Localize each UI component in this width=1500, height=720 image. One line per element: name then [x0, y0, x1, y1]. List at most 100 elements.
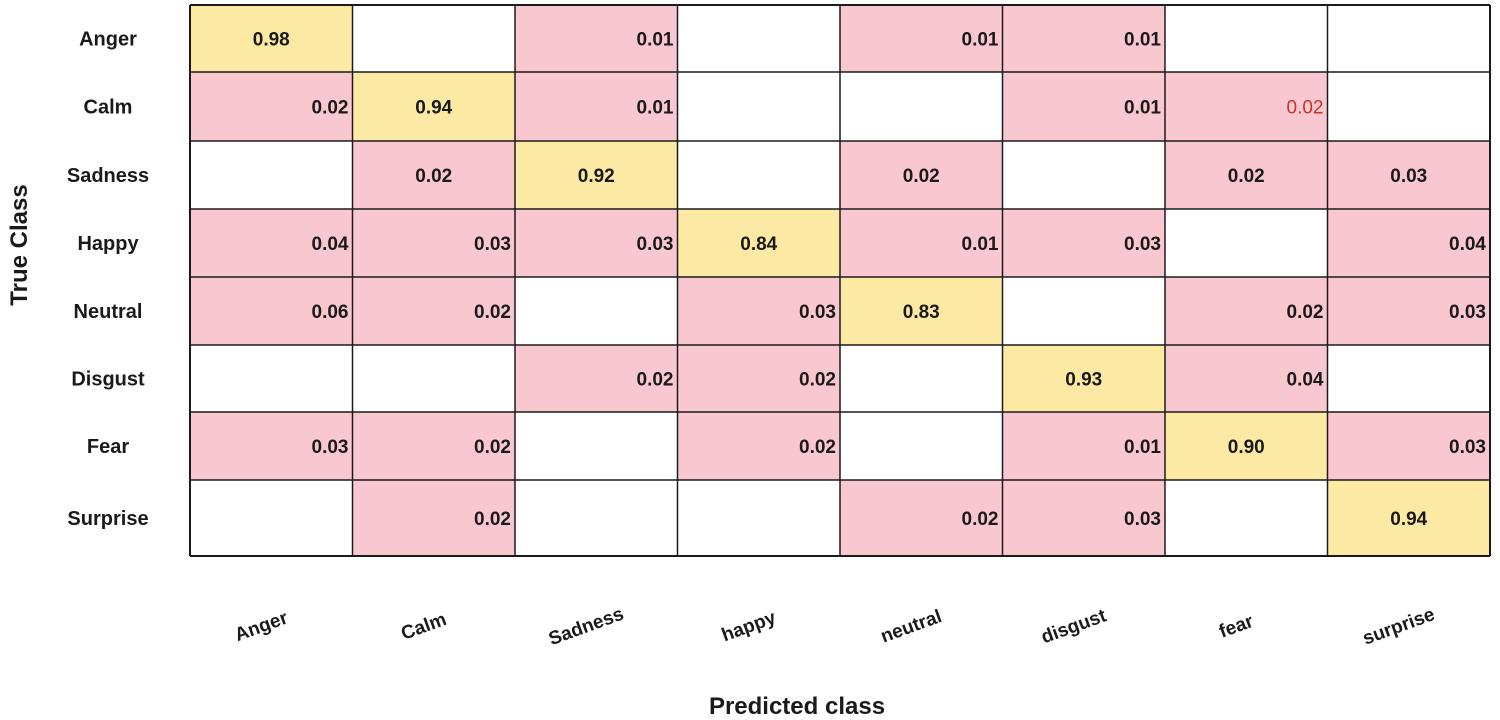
cell-value: 0.06	[312, 302, 349, 323]
cell-value: 0.03	[637, 234, 674, 255]
cell-value: 0.02	[1228, 166, 1265, 187]
cell-value: 0.04	[312, 234, 349, 255]
heatmap-cell	[677, 5, 840, 72]
heatmap-cell	[677, 412, 840, 480]
row-label-neutral: Neutral	[74, 301, 143, 323]
heatmap-cell	[1165, 345, 1328, 412]
heatmap-cell	[190, 480, 353, 556]
heatmap-cell	[840, 480, 1003, 556]
heatmap-cell	[352, 141, 515, 209]
cell-value: 0.90	[1228, 437, 1265, 458]
row-label-fear: Fear	[87, 436, 129, 458]
cell-value: 0.02	[415, 166, 452, 187]
grid-layer	[189, 4, 1491, 557]
cell-value: 0.92	[578, 166, 615, 187]
heatmap-cell	[190, 5, 353, 72]
heatmap-cell	[840, 412, 1003, 480]
cell-value: 0.01	[637, 98, 674, 119]
cell-value: 0.03	[1449, 437, 1486, 458]
heatmap-cell	[677, 141, 840, 209]
row-label-happy: Happy	[77, 233, 139, 255]
cell-value: 0.04	[1287, 370, 1324, 391]
cell-value: 0.94	[1390, 509, 1427, 530]
heatmap-cell	[190, 209, 353, 277]
cell-value: 0.94	[415, 98, 452, 119]
heatmap-cell	[352, 345, 515, 412]
heatmap-cell	[352, 412, 515, 480]
heatmap-cell	[840, 209, 1003, 277]
row-label-disgust: Disgust	[71, 369, 145, 391]
cell-value: 0.03	[312, 437, 349, 458]
column-label-neutral: neutral	[878, 606, 945, 647]
heatmap-cell	[677, 345, 840, 412]
heatmap-cell	[1002, 141, 1165, 209]
heatmap-cell	[840, 72, 1003, 141]
cell-value: 0.03	[1390, 166, 1427, 187]
cell-value: 0.84	[740, 234, 777, 255]
heatmap-cell	[352, 277, 515, 345]
heatmap-cell	[1165, 277, 1328, 345]
heatmap-cell	[1002, 5, 1165, 72]
y-axis-title: True Class	[6, 184, 33, 305]
heatmap-cell	[1002, 209, 1165, 277]
row-label-sadness: Sadness	[67, 165, 149, 187]
heatmap-cell	[352, 5, 515, 72]
heatmap-cell	[515, 141, 678, 209]
heatmap-cell	[1327, 412, 1490, 480]
heatmap-cell	[1002, 480, 1165, 556]
cell-value: 0.02	[474, 509, 511, 530]
heatmap-cell	[840, 5, 1003, 72]
column-label-surprise: surprise	[1360, 604, 1438, 649]
heatmap-cell	[190, 277, 353, 345]
cell-value: 0.02	[799, 370, 836, 391]
cell-value: 0.01	[1124, 437, 1161, 458]
heatmap-cell	[840, 345, 1003, 412]
cell-value: 0.02	[1287, 302, 1324, 323]
heatmap-cell	[1165, 412, 1328, 480]
heatmap-cell	[190, 345, 353, 412]
heatmap-cell	[190, 141, 353, 209]
cell-value: 0.03	[799, 302, 836, 323]
heatmap-cell	[1327, 209, 1490, 277]
heatmap-cell	[1327, 277, 1490, 345]
heatmap-cell	[1165, 480, 1328, 556]
heatmap-cell	[515, 277, 678, 345]
heatmap-cell	[1327, 345, 1490, 412]
heatmap-cell	[1002, 345, 1165, 412]
cell-value: 0.01	[962, 30, 999, 51]
heatmap-cell	[515, 412, 678, 480]
cell-value: 0.02	[312, 98, 349, 119]
heatmap-cell	[515, 72, 678, 141]
heatmap-cell	[677, 277, 840, 345]
heatmap-cell	[1327, 72, 1490, 141]
cell-value: 0.01	[1124, 30, 1161, 51]
cell-value: 0.02	[799, 437, 836, 458]
heatmap-cell	[1165, 5, 1328, 72]
row-label-calm: Calm	[84, 97, 133, 119]
cell-value: 0.04	[1449, 234, 1486, 255]
row-label-surprise: Surprise	[67, 508, 148, 530]
cell-value: 0.01	[1124, 98, 1161, 119]
heatmap-cell	[840, 141, 1003, 209]
heatmap-cell	[515, 209, 678, 277]
cell-value: 0.02	[474, 437, 511, 458]
heatmap-cell	[190, 412, 353, 480]
cell-value: 0.03	[1449, 302, 1486, 323]
cell-value: 0.02	[903, 166, 940, 187]
row-label-anger: Anger	[79, 29, 137, 51]
column-label-happy: happy	[719, 607, 779, 646]
heatmap-cell	[515, 345, 678, 412]
cell-value: 0.93	[1065, 370, 1102, 391]
cell-value: 0.01	[962, 234, 999, 255]
cell-value: 0.03	[1124, 234, 1161, 255]
heatmap-cell	[840, 277, 1003, 345]
column-label-sadness: Sadness	[546, 604, 627, 650]
x-axis-title: Predicted class	[709, 693, 885, 720]
heatmap-cell	[352, 72, 515, 141]
heatmap-cell	[515, 5, 678, 72]
cell-value: 0.02	[1287, 98, 1324, 119]
cell-value: 0.02	[637, 370, 674, 391]
heatmap-cell	[1165, 72, 1328, 141]
cell-value: 0.83	[903, 302, 940, 323]
